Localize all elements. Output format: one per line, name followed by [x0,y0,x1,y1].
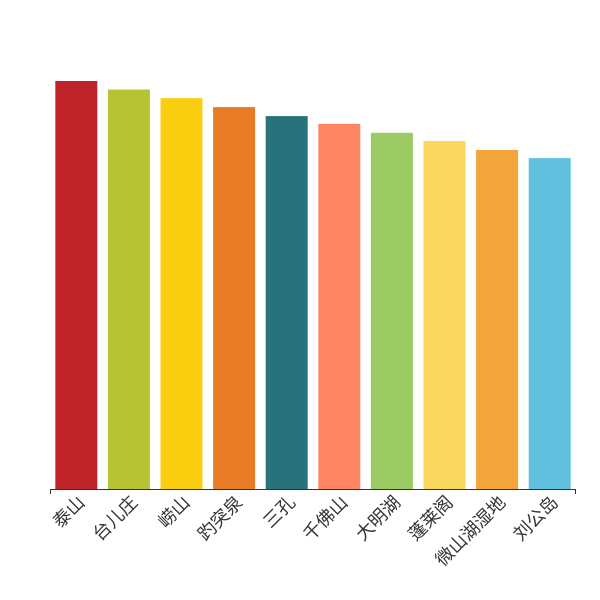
x-tick-label: 三孔 [259,492,299,532]
bar [160,98,203,490]
x-tick-label: 千佛山 [299,492,352,545]
x-tick-label: 泰山 [49,492,89,532]
bar [265,116,308,489]
bar [107,89,150,490]
x-tick-label: 崂山 [154,492,194,532]
bar [318,123,361,489]
x-tick-label: 趵突泉 [194,492,247,545]
bar [423,140,466,489]
bar [55,81,98,489]
bar [370,132,413,490]
x-tick-label: 大明湖 [352,492,405,545]
x-tick-label: 刘公岛 [510,492,563,545]
bar [476,149,519,489]
bar [528,158,571,489]
x-tick-label: 台儿庄 [89,492,142,545]
bar [213,107,256,489]
